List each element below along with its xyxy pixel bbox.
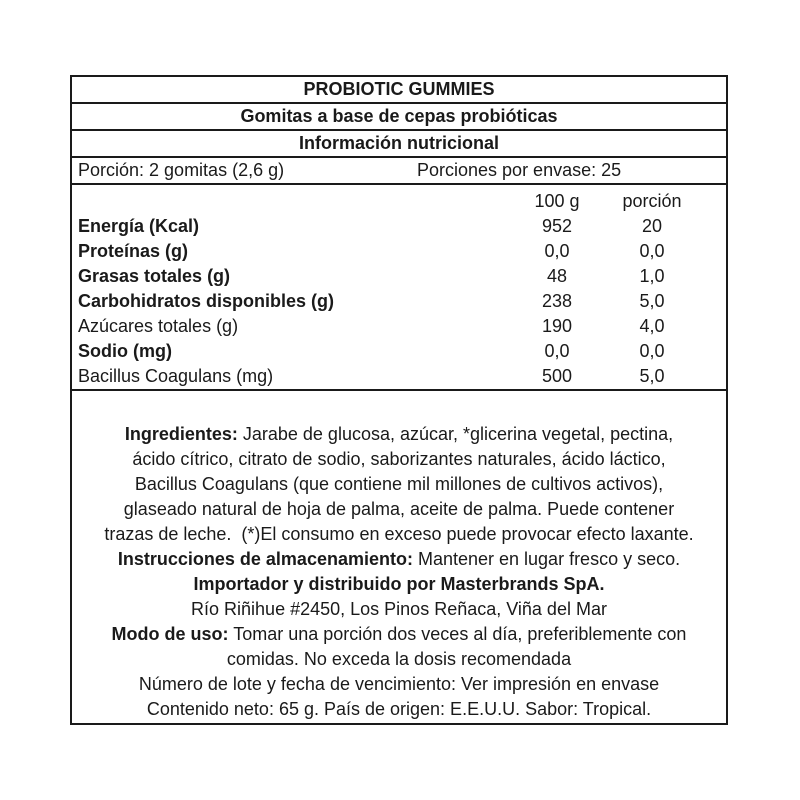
info-line-bold-segment: Importador y distribuido por Masterbrand… xyxy=(193,574,605,594)
info-line-segment: Contenido neto: 65 g. País de origen: E.… xyxy=(146,699,652,719)
info-line-bold-segment: Instrucciones de almacenamiento: xyxy=(117,549,413,569)
nutrient-value-100g: 0,0 xyxy=(544,241,570,261)
nutrient-name: Azúcares totales (g) xyxy=(78,316,239,336)
info-line-segment: Bacillus Coagulans (que contiene mil mil… xyxy=(134,474,664,494)
info-line: Río Riñihue #2450, Los Pinos Reñaca, Viñ… xyxy=(72,597,726,622)
info-line: Importador y distribuido por Masterbrand… xyxy=(72,572,726,597)
info-line-segment: ácido cítrico, citrato de sodio, saboriz… xyxy=(132,449,666,469)
nutrient-value-100g: 0,0 xyxy=(544,341,570,361)
nutrition-row: Azúcares totales (g) 190 4,0 xyxy=(72,314,726,339)
info-line-segment: Jarabe de glucosa, azúcar, *glicerina ve… xyxy=(237,424,674,444)
info-line-segment: Río Riñihue #2450, Los Pinos Reñaca, Viñ… xyxy=(191,599,607,619)
info-line: comidas. No exceda la dosis recomendada xyxy=(72,647,726,672)
portion-size-text: Porción: 2 gomitas (2,6 g) xyxy=(78,160,285,180)
info-line-segment: comidas. No exceda la dosis recomendada xyxy=(226,649,572,669)
info-line-segment: trazas de leche. (*)El consumo en exceso… xyxy=(104,524,694,544)
info-line-segment: Mantener en lugar fresco y seco. xyxy=(412,549,681,569)
nutrient-value-portion: 5,0 xyxy=(639,291,665,311)
info-line: Ingredientes: Jarabe de glucosa, azúcar,… xyxy=(72,422,726,447)
nutrition-table: 100 g porción Energía (Kcal) 952 20 Proteín… xyxy=(72,185,726,391)
info-line-segment: glaseado natural de hoja de palma, aceit… xyxy=(123,499,675,519)
info-line: Modo de uso: Tomar una porción dos veces… xyxy=(72,622,726,647)
nutrient-name: Grasas totales (g) xyxy=(78,266,231,286)
nutrition-row: Bacillus Coagulans (mg) 500 5,0 xyxy=(72,364,726,389)
product-label: PROBIOTIC GUMMIES Gomitas a base de cepa… xyxy=(70,75,728,725)
info-line: Número de lote y fecha de vencimiento: V… xyxy=(72,672,726,697)
info-line: Instrucciones de almacenamiento: Mantene… xyxy=(72,547,726,572)
nutrient-value-portion: 1,0 xyxy=(639,266,665,286)
info-line: Contenido neto: 65 g. País de origen: E.… xyxy=(72,697,726,722)
info-line: Bacillus Coagulans (que contiene mil mil… xyxy=(72,472,726,497)
info-line-bold-segment: Modo de uso: xyxy=(111,624,229,644)
nutrient-value-portion: 4,0 xyxy=(639,316,665,336)
nutrition-row: Proteínas (g) 0,0 0,0 xyxy=(72,239,726,264)
product-subtitle: Gomitas a base de cepas probióticas xyxy=(72,104,726,131)
nutrient-name: Proteínas (g) xyxy=(78,241,189,261)
product-title: PROBIOTIC GUMMIES xyxy=(72,77,726,104)
nutrition-rows-container: Energía (Kcal) 952 20 Proteínas (g) 0,0 0,0 Gr… xyxy=(72,214,726,389)
info-block: Ingredientes: Jarabe de glucosa, azúcar,… xyxy=(72,391,726,722)
servings-per-container-text: Porciones por envase: 25 xyxy=(417,160,622,180)
nutrient-value-portion: 0,0 xyxy=(639,241,665,261)
nutrient-name: Carbohidratos disponibles (g) xyxy=(78,291,335,311)
nutrient-value-portion: 5,0 xyxy=(639,366,665,386)
info-line: ácido cítrico, citrato de sodio, saboriz… xyxy=(72,447,726,472)
info-line-segment: Número de lote y fecha de vencimiento: V… xyxy=(138,674,660,694)
nutrient-value-100g: 238 xyxy=(541,291,573,311)
nutrition-section-header: Información nutricional xyxy=(72,131,726,158)
nutrition-row: Sodio (mg) 0,0 0,0 xyxy=(72,339,726,364)
nutrient-value-100g: 190 xyxy=(541,316,573,336)
info-line-bold-segment: Ingredientes: xyxy=(124,424,238,444)
nutrition-header-spacer xyxy=(72,189,512,214)
info-line: glaseado natural de hoja de palma, aceit… xyxy=(72,497,726,522)
nutrient-name: Bacillus Coagulans (mg) xyxy=(78,366,274,386)
nutrition-row: Energía (Kcal) 952 20 xyxy=(72,214,726,239)
info-line-segment: Tomar una porción dos veces al día, pref… xyxy=(228,624,687,644)
nutrient-value-100g: 952 xyxy=(541,216,573,236)
column-header-portion: porción xyxy=(622,191,682,211)
nutrient-value-portion: 20 xyxy=(641,216,663,236)
nutrient-value-100g: 48 xyxy=(546,266,568,286)
nutrient-name: Sodio (mg) xyxy=(78,341,172,361)
serving-row: Porción: 2 gomitas (2,6 g) Porciones por… xyxy=(72,158,726,185)
info-line: trazas de leche. (*)El consumo en exceso… xyxy=(72,522,726,547)
nutrient-name: Energía (Kcal) xyxy=(78,216,200,236)
nutrient-value-portion: 0,0 xyxy=(639,341,665,361)
nutrition-row: Carbohidratos disponibles (g) 238 5,0 xyxy=(72,289,726,314)
column-header-100g: 100 g xyxy=(534,191,580,211)
nutrition-table-header-row: 100 g porción xyxy=(72,189,726,214)
nutrient-value-100g: 500 xyxy=(541,366,573,386)
nutrition-row: Grasas totales (g) 48 1,0 xyxy=(72,264,726,289)
